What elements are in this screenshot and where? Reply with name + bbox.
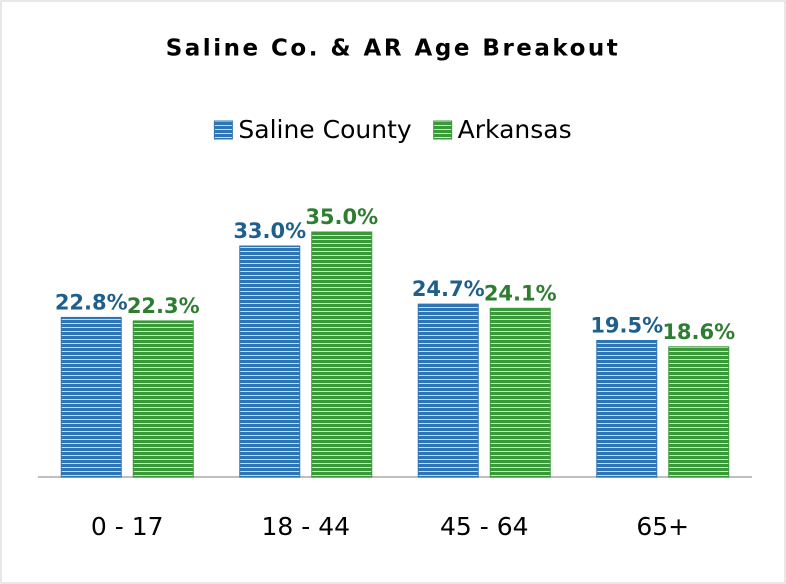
- bar: [132, 320, 194, 478]
- data-label: 19.5%: [590, 314, 663, 338]
- x-tick-label: 18 - 44: [261, 512, 350, 541]
- x-tick-label: 45 - 64: [440, 512, 529, 541]
- legend-swatch: [433, 120, 453, 140]
- legend-label: Saline County: [238, 115, 411, 144]
- chart-title: Saline Co. & AR Age Breakout: [166, 36, 621, 62]
- data-label: 22.3%: [127, 294, 200, 318]
- legend-label: Arkansas: [458, 115, 572, 144]
- data-label: 33.0%: [233, 219, 306, 243]
- legend-item: Arkansas: [433, 115, 572, 144]
- bar: [239, 245, 301, 478]
- data-label: 24.1%: [484, 281, 557, 305]
- bar: [311, 231, 373, 478]
- x-tick-label: 0 - 17: [91, 512, 164, 541]
- data-label: 24.7%: [412, 277, 485, 301]
- data-label: 22.8%: [55, 290, 128, 314]
- x-tick-label: 65+: [636, 512, 689, 541]
- bar: [668, 346, 730, 478]
- legend-swatch: [213, 120, 233, 140]
- legend-item: Saline County: [213, 115, 412, 144]
- data-label: 18.6%: [662, 320, 735, 344]
- data-label: 35.0%: [305, 205, 378, 229]
- bar: [417, 303, 479, 478]
- bar: [489, 307, 551, 478]
- bar: [596, 340, 658, 478]
- bar: [60, 316, 122, 478]
